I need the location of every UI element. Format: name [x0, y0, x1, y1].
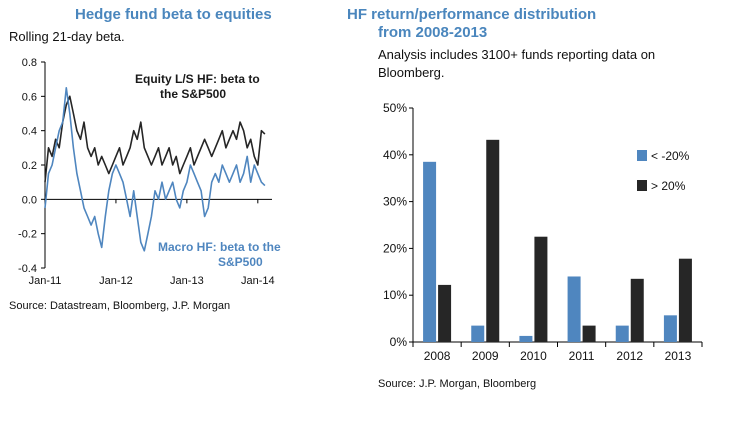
- bar-chart-y-tick-label: 50%: [383, 101, 407, 115]
- legend-swatch: [637, 180, 647, 191]
- bar-below-minus-20: [615, 325, 629, 342]
- line-chart-x-tick-label: Jan-11: [29, 275, 62, 287]
- equity-annotation-line1: Equity L/S HF: beta to: [135, 72, 260, 86]
- line-chart-y-tick-label: -0.4: [18, 263, 37, 275]
- line-chart-series: [44, 87, 266, 252]
- bar-chart-y-tick-label: 30%: [383, 195, 407, 209]
- bar-chart-category-label: 2012: [616, 349, 643, 363]
- legend-swatch: [637, 150, 647, 161]
- line-chart-x-tick-label: Jan-12: [99, 275, 133, 287]
- right-chart-title-line2: from 2008-2013: [378, 24, 488, 41]
- left-chart-source: Source: Datastream, Bloomberg, J.P. Morg…: [9, 300, 231, 312]
- bar-chart-y-tick-label: 0%: [390, 335, 408, 349]
- bar-chart-category-label: 2010: [520, 349, 547, 363]
- bar-chart-y-tick-label: 20%: [383, 241, 407, 255]
- right-chart-source: Source: J.P. Morgan, Bloomberg: [378, 378, 537, 390]
- bar-chart-bars: [423, 139, 692, 342]
- bar-chart-legend: < -20% > 20%: [637, 149, 690, 193]
- bar-above-20: [486, 139, 500, 342]
- line-chart-y-tick-label: 0.0: [22, 194, 37, 206]
- equity-annotation-line2: the S&P500: [160, 87, 226, 101]
- line-chart-y-tick-label: -0.2: [18, 229, 37, 241]
- line-chart: -0.4-0.20.00.20.40.60.8 Jan-11 Jan-12 Jan-…: [18, 57, 281, 287]
- line-chart-y-tick-label: 0.4: [22, 126, 37, 138]
- line-chart-y-tick-label: 0.8: [22, 57, 37, 69]
- bar-below-minus-20: [567, 276, 581, 342]
- bar-chart-category-label: 2011: [569, 349, 595, 363]
- bar-chart: 0%10%20%30%40%50% 2008 2009 2010 2011 2012 20…: [383, 101, 703, 363]
- bar-chart-y-axis: 0% 10% 20% 30% 40% 50%: [383, 101, 414, 349]
- line-chart-x-tick-label: Jan-13: [170, 275, 204, 287]
- line-chart-x-axis: Jan-11 Jan-12 Jan-13 Jan-14: [29, 199, 275, 287]
- bar-chart-category-label: 2013: [665, 349, 692, 363]
- bar-above-20: [534, 236, 548, 342]
- macro-beta-line: [44, 87, 266, 252]
- bar-below-minus-20: [423, 161, 437, 342]
- left-chart-title: Hedge fund beta to equities: [75, 6, 272, 23]
- bar-chart-category-label: 2009: [472, 349, 499, 363]
- left-chart-subtitle: Rolling 21-day beta.: [9, 29, 125, 44]
- line-chart-y-tick-label: 0.6: [22, 91, 37, 103]
- bar-below-minus-20: [663, 315, 677, 342]
- right-chart-title-line1: HF return/performance distribution: [347, 6, 597, 23]
- macro-annotation-line1: Macro HF: beta to the: [158, 240, 281, 254]
- bar-chart-y-tick-label: 10%: [383, 288, 407, 302]
- bar-below-minus-20: [471, 325, 485, 342]
- line-chart-y-tick-label: 0.2: [22, 160, 37, 172]
- macro-annotation-line2: S&P500: [218, 255, 263, 269]
- legend-label: > 20%: [651, 179, 686, 193]
- right-chart-subtitle-line1: Analysis includes 3100+ funds reporting …: [378, 47, 656, 62]
- equity-ls-beta-line: [44, 95, 266, 183]
- bar-above-20: [630, 278, 644, 342]
- bar-chart-y-tick-label: 40%: [383, 148, 407, 162]
- bar-above-20: [678, 258, 692, 342]
- bar-below-minus-20: [519, 335, 533, 342]
- line-chart-x-tick-label: Jan-14: [241, 275, 275, 287]
- bar-chart-category-label: 2008: [424, 349, 451, 363]
- bar-above-20: [582, 325, 596, 342]
- legend-label: < -20%: [651, 149, 690, 163]
- line-chart-y-axis: -0.4 -0.2 0.0 0.2 0.4 0.6 0.8: [18, 57, 45, 275]
- bar-chart-x-axis: 2008 2009 2010 2011 2012 2013: [412, 341, 703, 363]
- right-chart-subtitle-line2: Bloomberg.: [378, 65, 445, 80]
- bar-above-20: [438, 284, 452, 342]
